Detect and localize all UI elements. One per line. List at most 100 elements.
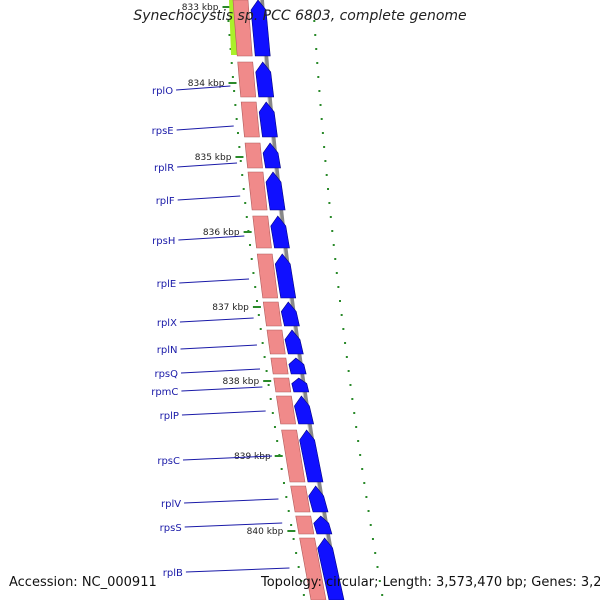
cds-arrow [291, 377, 310, 393]
tick-mark [351, 398, 354, 400]
gene-leader-line [179, 278, 250, 284]
gene-leader-line [178, 235, 245, 241]
gene-label: rplX [157, 318, 177, 329]
tick-mark [273, 426, 276, 428]
tick-mark [316, 62, 319, 64]
tick-mark [292, 538, 295, 540]
tick-mark [357, 440, 360, 442]
tick-mark [250, 258, 253, 260]
tick-mark [235, 118, 238, 120]
tick-mark [282, 482, 285, 484]
scale-label: 837 kbp [212, 303, 249, 313]
tick-mark [342, 328, 345, 330]
gene-leader-line [180, 368, 261, 374]
scale-label: 834 kbp [188, 79, 225, 89]
rna-band [244, 142, 263, 169]
rna-band [252, 215, 272, 249]
gene-leader-line [181, 386, 263, 392]
tick-mark [349, 384, 352, 386]
band-layer [229, 0, 327, 600]
rna-band [240, 101, 260, 138]
scale-tick [252, 306, 261, 308]
gene-leader-line [176, 125, 234, 131]
tick-mark [359, 454, 362, 456]
scale-label: 835 kbp [195, 153, 232, 163]
rna-band [232, 0, 253, 57]
tick-mark [319, 104, 322, 106]
gene-label: rplO [152, 86, 173, 97]
topology-text: Topology: circular; Length: 3,573,470 bp… [261, 575, 600, 590]
tick-mark [325, 174, 328, 176]
gene-leader-line [181, 410, 266, 416]
cds-arrow [274, 253, 297, 299]
scale-tick [228, 82, 237, 84]
rna-band [262, 301, 282, 327]
tick-mark [337, 286, 340, 288]
tick-mark [328, 202, 331, 204]
scale-tick [287, 530, 296, 532]
scale-tick [235, 156, 244, 158]
gene-leader-line [179, 317, 254, 323]
tick-mark [252, 272, 255, 274]
tick-mark [233, 90, 236, 92]
map-title: Synechocystis sp. PCC 6803, complete gen… [133, 8, 467, 24]
rna-band [256, 253, 279, 299]
scale-label: 836 kbp [203, 228, 240, 238]
cds-arrow [258, 101, 278, 138]
tick-mark [249, 244, 252, 246]
gene-leader-line [182, 455, 273, 461]
cds-arrow [288, 357, 307, 375]
tick-mark [238, 146, 241, 148]
tick-mark [331, 230, 334, 232]
cds-arrow [299, 429, 324, 483]
tick-mark [244, 202, 247, 204]
cds-arrow [308, 485, 329, 513]
tick-mark [239, 160, 242, 162]
cds-arrow [313, 515, 333, 535]
scale-tick [243, 231, 252, 233]
cds-arrow [265, 171, 286, 211]
tick-mark [245, 216, 248, 218]
tick-mark [236, 132, 239, 134]
tick-mark [363, 482, 366, 484]
rna-band [266, 329, 286, 355]
tick-mark [353, 412, 356, 414]
tick-mark [269, 398, 272, 400]
cds-arrow [270, 215, 290, 249]
tick-mark [276, 440, 279, 442]
tick-mark [228, 34, 231, 36]
scale-tick [263, 380, 272, 382]
tick-mark [242, 188, 245, 190]
tick-mark [317, 76, 320, 78]
gene-label: rpmC [151, 387, 178, 398]
tick-mark [334, 258, 337, 260]
tick-mark [267, 384, 270, 386]
gene-label: rplP [160, 411, 179, 422]
tick-mark [340, 314, 343, 316]
gene-label: rplB [163, 568, 183, 579]
gene-leader-line [177, 195, 241, 201]
rna-band [295, 515, 315, 535]
tick-layer [222, 6, 384, 596]
gene-label: rplN [157, 345, 178, 356]
tick-mark [295, 552, 298, 554]
tick-mark [320, 118, 323, 120]
gene-label: rpsH [152, 236, 175, 247]
gene-leader-line [185, 567, 290, 573]
tick-mark [324, 160, 327, 162]
tick-mark [378, 580, 381, 582]
tick-mark [300, 580, 303, 582]
tick-mark [257, 314, 260, 316]
tick-mark [287, 510, 290, 512]
gene-leader-line [176, 85, 231, 91]
rna-band [237, 61, 257, 98]
tick-mark [271, 412, 274, 414]
tick-mark [321, 132, 324, 134]
tick-mark [381, 594, 384, 596]
tick-mark [314, 34, 317, 36]
rna-band [276, 395, 297, 425]
tick-mark [329, 216, 332, 218]
tick-mark [339, 300, 341, 302]
gene-leader-line [184, 522, 283, 528]
